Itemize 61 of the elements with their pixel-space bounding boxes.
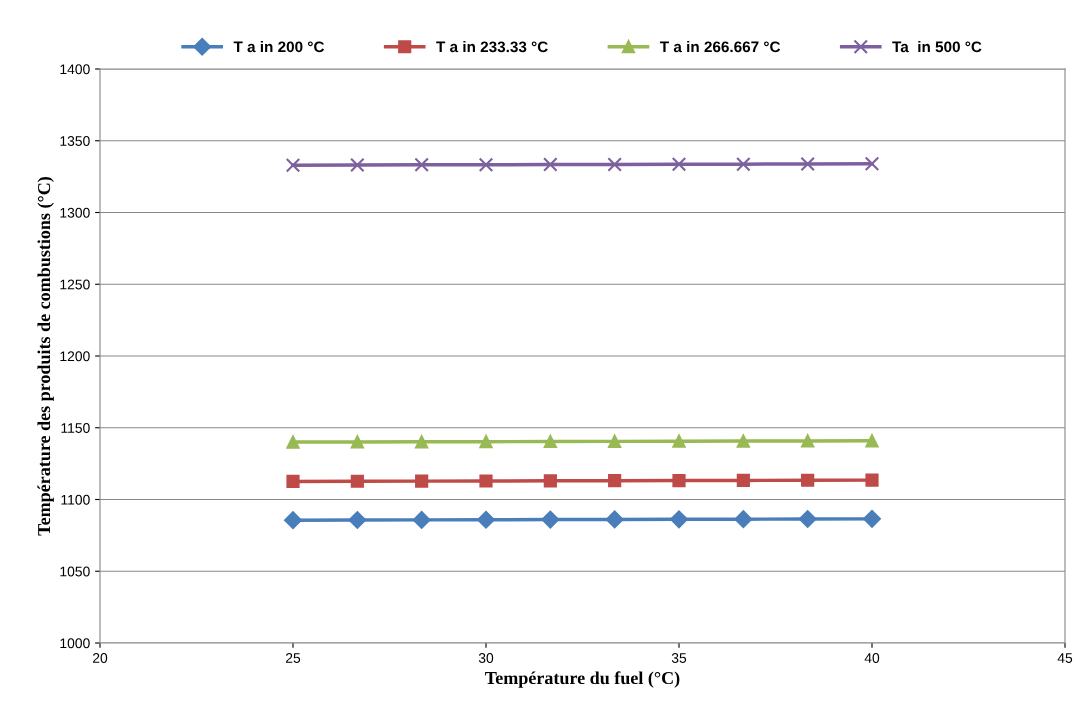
point (607, 157, 622, 172)
point (414, 157, 429, 173)
point (412, 510, 431, 529)
point (479, 435, 493, 449)
point (736, 434, 750, 448)
point (801, 434, 815, 448)
point (543, 474, 557, 488)
point (670, 510, 688, 529)
x-tick-label: 35 (671, 653, 687, 663)
point (865, 473, 879, 487)
x-tick-label: 30 (478, 653, 494, 663)
x-tick-label: 40 (864, 653, 880, 663)
y-tick-label: 1150 (61, 423, 90, 433)
y-tick-label: 1350 (60, 136, 90, 146)
y-tick-label: 1300 (60, 207, 90, 218)
legend-label: T a in 233.33 °C (436, 41, 548, 53)
point (605, 510, 624, 529)
point (479, 474, 493, 488)
point (734, 510, 753, 529)
y-tick-label: 1100 (61, 494, 90, 505)
point (286, 435, 300, 449)
point (864, 156, 880, 172)
point (350, 157, 365, 173)
point (865, 434, 879, 448)
y-tick-label: 1250 (60, 279, 90, 290)
point (672, 473, 686, 488)
point (350, 474, 364, 488)
point (348, 511, 367, 529)
point (736, 156, 751, 172)
x-tick-label: 45 (1057, 653, 1073, 663)
legend-label: T a in 266.667 °C (659, 41, 781, 53)
x-tick-label: 20 (92, 653, 108, 663)
legend-label: T a in 200 °C (233, 41, 325, 53)
point (863, 509, 881, 528)
point (478, 157, 494, 172)
point (541, 510, 560, 529)
point (415, 474, 429, 488)
point (286, 474, 300, 489)
x-axis-title: Température du fuel (°C) (485, 671, 680, 688)
point (672, 434, 686, 448)
legend-label: Ta in 500 °C (892, 41, 982, 53)
point (350, 435, 364, 449)
y-tick-label: 1200 (60, 351, 90, 362)
point (801, 473, 815, 487)
y-tick-label: 1000 (60, 638, 90, 649)
x-tick-label: 25 (285, 653, 301, 663)
point (285, 157, 301, 173)
point (284, 511, 302, 530)
y-tick-label: 1050 (60, 566, 90, 577)
point (608, 474, 622, 488)
y-tick-label: 1400 (60, 64, 90, 75)
point (543, 434, 557, 449)
point (798, 510, 817, 528)
point (477, 510, 495, 529)
point (415, 435, 429, 449)
point (800, 156, 815, 172)
point (608, 434, 622, 448)
point (543, 157, 558, 172)
y-axis-title: Température des produits de combustions (°C) (37, 177, 54, 536)
point (736, 473, 750, 488)
point (671, 156, 687, 172)
